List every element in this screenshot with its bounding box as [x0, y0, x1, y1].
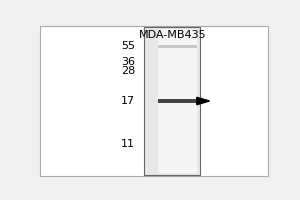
Bar — [158, 29, 197, 173]
Text: 55: 55 — [121, 41, 135, 51]
Text: 17: 17 — [121, 96, 135, 106]
Bar — [158, 99, 197, 103]
Text: 36: 36 — [121, 57, 135, 67]
Text: 11: 11 — [121, 139, 135, 149]
Bar — [158, 45, 197, 48]
Text: MDA-MB435: MDA-MB435 — [139, 30, 206, 40]
Text: 28: 28 — [121, 66, 135, 76]
Bar — [145, 27, 200, 175]
Polygon shape — [197, 97, 210, 105]
